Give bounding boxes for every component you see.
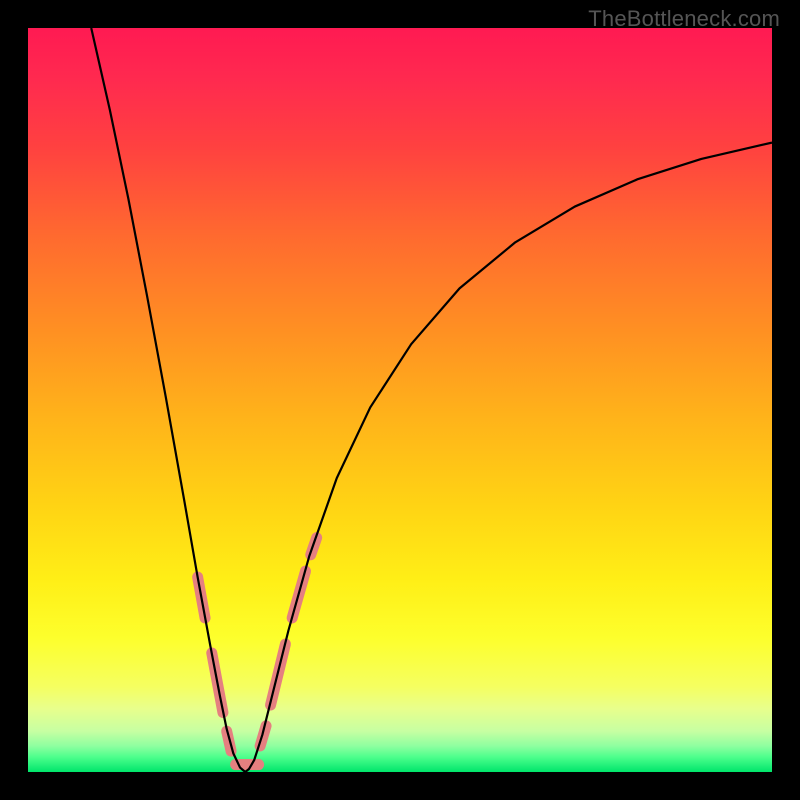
curve-left [91,28,245,772]
plot-area [28,28,772,772]
curve-right [245,143,772,772]
bottleneck-curve [28,28,772,772]
canvas: TheBottleneck.com [0,0,800,800]
watermark-text: TheBottleneck.com [588,6,780,32]
